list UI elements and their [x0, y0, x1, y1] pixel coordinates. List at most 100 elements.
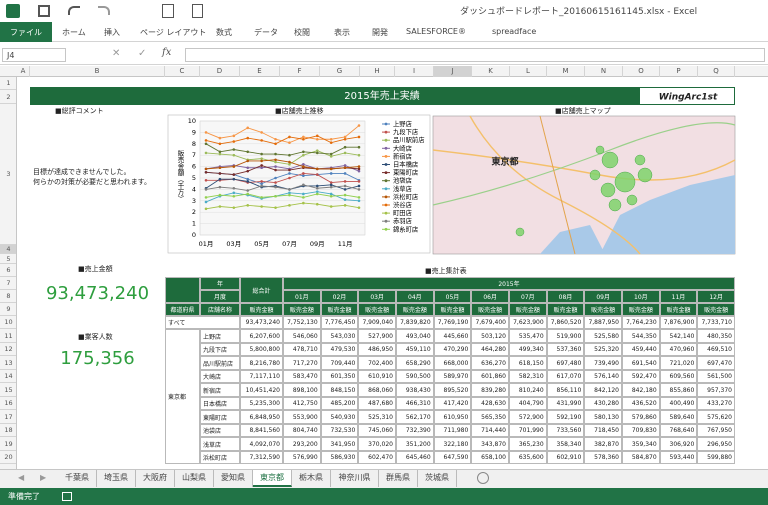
- name-box[interactable]: J4: [2, 48, 66, 62]
- series-marker: [343, 204, 347, 207]
- table-cell: 499,340: [509, 343, 547, 356]
- sheet-tab[interactable]: 神奈川県: [331, 470, 379, 487]
- table-cell: 12月: [697, 290, 735, 303]
- table-cell: 525,580: [584, 329, 622, 343]
- sheet-tab[interactable]: 栃木県: [292, 470, 331, 487]
- fx-label[interactable]: fx: [162, 47, 172, 58]
- series-marker: [302, 163, 305, 166]
- sheet-tab[interactable]: 山梨県: [175, 470, 214, 487]
- map-bubble: [626, 194, 638, 206]
- legend-marker: [384, 211, 388, 215]
- cancel-icon[interactable]: ✕: [112, 48, 121, 59]
- series-marker: [218, 136, 222, 140]
- sheet-tab[interactable]: 東京都: [253, 470, 292, 487]
- map-bubble: [637, 167, 653, 183]
- row-header: 3: [0, 104, 16, 245]
- table-cell: 販売金額: [622, 303, 660, 316]
- table-cell: 5,800,800: [240, 343, 283, 356]
- series-marker: [315, 202, 319, 206]
- table-cell: 年: [200, 277, 240, 290]
- table-cell: 697,470: [697, 356, 735, 370]
- table-cell: 7,623,900: [509, 316, 547, 329]
- series-marker: [343, 198, 347, 201]
- table-cell: 大崎店: [200, 370, 240, 383]
- table-cell: 九段下店: [200, 343, 240, 356]
- legend-marker: [384, 171, 388, 175]
- sheet-tab[interactable]: 愛知県: [214, 470, 253, 487]
- y-tick-label: 4: [192, 185, 196, 193]
- ribbon-tab[interactable]: 校閲: [294, 28, 310, 37]
- redo-icon[interactable]: [98, 6, 110, 15]
- series-marker: [218, 193, 222, 197]
- formula-input[interactable]: [185, 48, 765, 62]
- series-marker: [329, 194, 333, 198]
- series-marker: [329, 155, 333, 158]
- ribbon-tab[interactable]: ホーム: [62, 28, 86, 37]
- map-label: 東京都: [491, 156, 518, 168]
- add-sheet[interactable]: [477, 472, 489, 484]
- window-title: ダッシュボードレポート_20160615161145.xlsx - Excel: [460, 7, 698, 17]
- row-header: 4: [0, 245, 16, 254]
- series-marker: [315, 190, 319, 193]
- series-marker: [329, 141, 333, 144]
- table-cell: 602,910: [546, 451, 585, 464]
- map-road: [432, 122, 736, 206]
- table-cell: 03月: [358, 290, 396, 303]
- legend-marker: [384, 138, 388, 142]
- ribbon-tab[interactable]: 開発: [372, 28, 388, 37]
- ribbon-tab[interactable]: spreadface: [492, 27, 537, 36]
- series-marker: [357, 124, 361, 127]
- table-cell: 93,473,240: [240, 316, 283, 329]
- table-cell: 493,040: [396, 329, 434, 343]
- table-cell: 745,060: [358, 424, 396, 437]
- y-tick-label: 10: [188, 117, 196, 125]
- table-cell: 525,320: [584, 343, 622, 356]
- ribbon-tab[interactable]: 数式: [216, 28, 232, 37]
- undo-icon[interactable]: [68, 6, 80, 15]
- sheet-tab[interactable]: 大阪府: [136, 470, 175, 487]
- ribbon-tab[interactable]: 挿入: [104, 28, 120, 37]
- series-marker: [329, 185, 333, 189]
- table-cell: 839,280: [471, 383, 509, 397]
- legend-label: 品川駅前店: [393, 135, 424, 144]
- table-cell: 417,420: [433, 397, 472, 410]
- save-icon[interactable]: [38, 5, 50, 17]
- table-cell: 459,440: [622, 343, 660, 356]
- ribbon-tab[interactable]: 表示: [334, 28, 350, 37]
- series-marker: [357, 206, 361, 209]
- series-line: [205, 202, 360, 210]
- column-header: K: [472, 66, 510, 77]
- sheet-tab[interactable]: 埼玉県: [97, 470, 136, 487]
- ribbon-tab[interactable]: ファイル: [0, 22, 52, 42]
- preview-icon[interactable]: [162, 4, 174, 18]
- series-marker: [357, 153, 361, 157]
- table-cell: 343,870: [471, 437, 509, 451]
- table-cell: 11月: [659, 290, 698, 303]
- table-cell: 01月: [283, 290, 321, 303]
- enter-icon[interactable]: ✓: [138, 48, 147, 59]
- ribbon-tab[interactable]: データ: [254, 28, 278, 37]
- legend-label: 池袋店: [393, 176, 412, 185]
- series-marker: [274, 142, 277, 146]
- table-cell: 697,480: [546, 356, 585, 370]
- table-cell: 販売金額: [283, 303, 321, 316]
- table-cell: 856,110: [546, 383, 585, 397]
- new-icon[interactable]: [192, 4, 203, 18]
- tab-scroll-left[interactable]: ◀: [18, 473, 25, 482]
- sheet-tab[interactable]: 茨城県: [418, 470, 457, 487]
- tab-scroll-right[interactable]: ▶: [40, 473, 47, 482]
- sheet-tab[interactable]: 群馬県: [379, 470, 418, 487]
- table-cell: 636,270: [471, 356, 509, 370]
- series-marker: [343, 166, 347, 170]
- macro-icon[interactable]: [62, 492, 72, 501]
- ribbon-tab[interactable]: ページ レイアウト: [140, 28, 207, 37]
- series-line: [205, 193, 360, 198]
- series-marker: [357, 188, 361, 191]
- series-marker: [274, 152, 277, 156]
- sheet-tab[interactable]: 千葉県: [58, 470, 97, 487]
- series-marker: [232, 173, 236, 176]
- map-road: [469, 115, 641, 255]
- series-marker: [232, 206, 236, 209]
- table-cell: 販売金額: [697, 303, 735, 316]
- ribbon-tab[interactable]: SALESFORCE®: [406, 27, 466, 36]
